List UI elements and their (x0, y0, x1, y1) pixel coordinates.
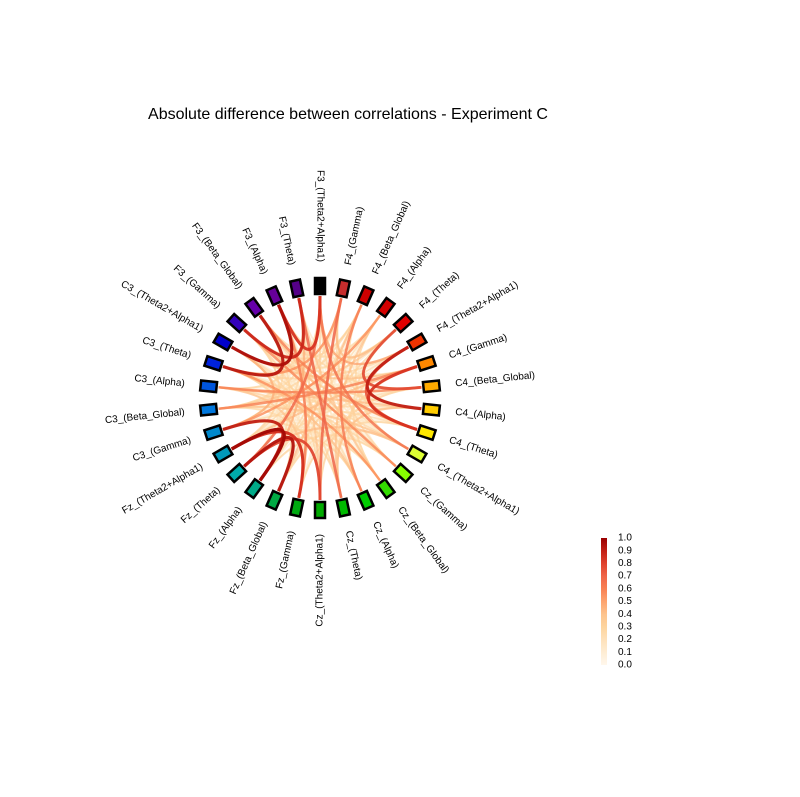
edge-201 (222, 314, 285, 377)
node-label-4: F4_(Theta) (418, 270, 462, 311)
node-label-11: Cz_(Gamma) (417, 485, 469, 533)
edge-193 (362, 328, 422, 391)
node-marker-28 (264, 284, 284, 307)
node-label-2: F4_(Beta_Global) (370, 200, 412, 277)
node-marker-13 (356, 489, 376, 512)
node-marker-24 (202, 354, 225, 373)
node-marker-8 (421, 402, 442, 417)
node-label-28: F3_(Alpha) (239, 226, 269, 276)
node-marker-23 (198, 379, 219, 394)
node-marker-21 (202, 423, 225, 442)
edge-196 (367, 365, 418, 431)
chart-title: Absolute difference between correlations… (148, 106, 548, 123)
edge-191 (318, 297, 343, 501)
node-marker-6 (415, 354, 438, 373)
node-marker-12 (375, 477, 397, 500)
colorbar-tick-4: 0.4 (618, 609, 632, 620)
node-label-16: Fz_(Gamma) (274, 530, 297, 590)
node-marker-11 (392, 462, 415, 484)
node-label-15: Cz_(Theta2+Alpha1) (315, 534, 326, 627)
edge-180 (222, 314, 381, 431)
node-label-13: Cz_(Alpha) (370, 520, 400, 570)
node-label-23: C3_(Alpha) (134, 373, 185, 389)
node-marker-19 (225, 462, 248, 484)
node-label-22: C3_(Beta_Global) (105, 407, 186, 426)
colorbar-tick-7: 0.7 (618, 571, 632, 582)
node-label-14: Cz_(Theta) (343, 530, 364, 581)
node-label-7: C4_(Beta_Global) (455, 370, 536, 389)
edge-198 (243, 297, 305, 359)
edge-203 (230, 304, 294, 367)
nodes (198, 276, 442, 520)
node-label-8: C4_(Alpha) (455, 407, 506, 423)
node-label-24: C3_(Theta) (141, 335, 193, 361)
node-label-29: F3_(Theta) (276, 215, 297, 266)
node-label-3: F4_(Alpha) (396, 245, 434, 291)
colorbar-tick-6: 0.6 (618, 583, 632, 594)
node-marker-16 (288, 497, 305, 518)
edge-200 (365, 345, 422, 411)
node-label-1: F4_(Gamma) (343, 206, 366, 266)
colorbar-tick-8: 0.8 (618, 558, 632, 569)
node-marker-22 (198, 402, 219, 417)
node-marker-25 (211, 331, 235, 353)
edge-186 (339, 304, 363, 492)
node-marker-9 (415, 423, 438, 442)
node-marker-2 (356, 284, 376, 307)
node-label-19: Fz_(Theta) (179, 485, 223, 526)
node-marker-29 (288, 278, 305, 299)
node-marker-27 (243, 296, 265, 319)
node-marker-7 (421, 379, 442, 394)
node-marker-0 (313, 276, 327, 296)
node-marker-20 (211, 443, 235, 465)
node-marker-17 (264, 489, 284, 512)
node-marker-14 (335, 497, 352, 518)
node-marker-15 (313, 500, 327, 520)
node-label-6: C4_(Gamma) (448, 332, 509, 361)
colorbar-tick-9: 0.9 (618, 545, 632, 556)
colorbar-tick-1: 0.1 (618, 647, 632, 658)
colorbar-tick-5: 0.5 (618, 596, 632, 607)
edge-188 (318, 295, 409, 451)
node-label-0: F3_(Theta2+Alpha1) (314, 170, 325, 262)
node-label-17: Fz_(Beta_Global) (228, 520, 270, 596)
colorbar-tick-2: 0.2 (618, 634, 632, 645)
colorbar-tick-0: 0.0 (618, 660, 632, 671)
edge-179 (222, 365, 381, 482)
colorbar-bar (601, 538, 607, 665)
node-label-18: Fz_(Alpha) (207, 505, 245, 551)
node-label-9: C4_(Theta) (448, 435, 500, 461)
node-marker-4 (392, 312, 415, 334)
colorbar-tick-3: 0.3 (618, 622, 632, 633)
node-marker-10 (405, 443, 429, 465)
edges (218, 295, 422, 501)
node-marker-18 (243, 477, 265, 500)
colorbar: 0.0 0.1 0.20.3 0.4 0.5 0.60.7 0.8 0.91.0 (601, 533, 632, 671)
node-marker-3 (375, 296, 397, 319)
node-label-21: C3_(Gamma) (131, 435, 192, 464)
edge-202 (243, 436, 295, 492)
colorbar-tick-10: 1.0 (618, 533, 632, 544)
edge-204 (230, 427, 286, 482)
node-marker-5 (405, 331, 429, 353)
node-marker-1 (335, 278, 352, 299)
node-marker-26 (225, 312, 248, 334)
node-label-26: F3_(Gamma) (171, 263, 223, 311)
